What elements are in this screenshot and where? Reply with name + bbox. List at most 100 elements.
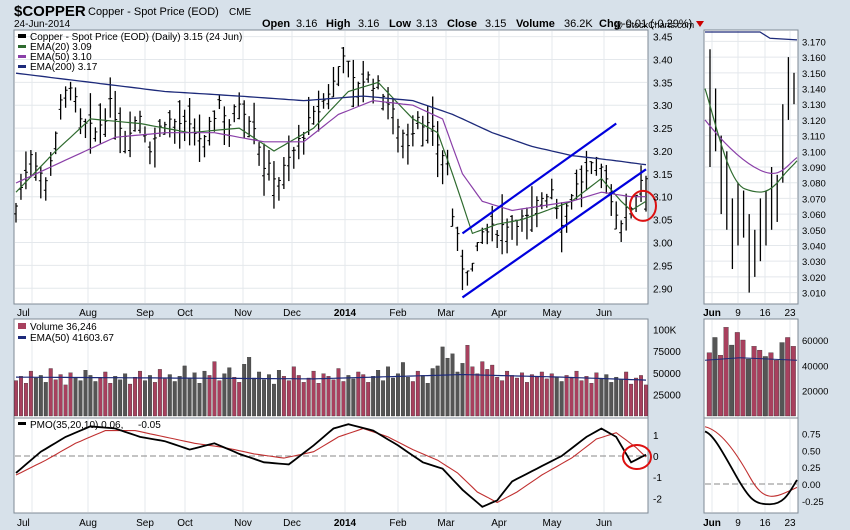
volume-bar [351,378,356,417]
volume-bar [237,382,242,417]
volume-bar [83,370,88,417]
zoom-volume-y-tick: 40000 [802,361,828,372]
x-tick-label: Feb [389,308,407,319]
chg-value: -0.01 (-0.29%) [622,18,692,30]
zoom-x-tick: Jun [703,518,721,529]
zoom-volume-bar [768,352,774,417]
volume-bar [152,382,157,417]
price-y-tick: 3.10 [653,193,673,204]
volume-bar [197,383,202,417]
volume-bar [534,376,539,417]
volume-bar [192,372,197,417]
zoom-y-tick: 3.020 [802,273,826,284]
zoom-y-tick: 3.050 [802,226,826,237]
zoom-x-tick: 16 [759,518,771,529]
zoom-volume-bar [757,349,763,417]
zoom-volume-bar [740,339,746,417]
volume-bar [306,377,311,417]
volume-bar [515,377,519,417]
volume-bar [346,375,351,417]
volume-bar [415,370,420,417]
volume-bar [639,375,643,417]
zoom-pmo-y-tick: -0.25 [802,497,824,508]
legend-volume-ema: EMA(50) 41603.67 [30,333,114,344]
volume-bar [559,381,564,417]
volume-bar [157,369,162,417]
volume-bar [167,374,172,417]
volume-bar [222,373,227,417]
volume-bar [88,375,93,417]
zoom-x-tick: 9 [735,308,741,319]
zoom-y-tick: 3.140 [802,85,826,96]
open-label: Open [262,18,290,30]
price-y-tick: 3.30 [653,101,673,112]
volume-bar [440,346,445,417]
price-y-tick: 2.95 [653,261,673,272]
volume-bar [475,373,480,417]
zoom-volume-bar [746,358,751,417]
volume-bar [624,371,629,417]
zoom-y-tick: 3.080 [802,179,826,190]
volume-bar [629,383,634,417]
price-legend-swatch [18,34,26,38]
zoom-volume-bar [790,346,796,417]
volume-y-tick: 100K [653,326,677,337]
volume-bar [410,381,415,417]
volume-bar [272,383,276,417]
volume-bar [520,372,524,417]
price-y-tick: 3.25 [653,124,673,135]
volume-bar [286,380,291,417]
volume-bar [311,370,316,417]
volume-bar [564,375,569,417]
volume-bar [524,382,529,417]
zoom-y-tick: 3.150 [802,69,826,80]
x-tick-label: Dec [283,308,301,319]
volume-bar [614,376,619,417]
legend-price: Copper - Spot Price (EOD) (Daily) 3.15 (… [30,32,242,43]
volume-bar [450,353,455,417]
price-y-tick: 2.90 [653,284,673,295]
ema20-legend-swatch [18,45,26,48]
zoom-pmo-signal-line [704,426,798,497]
x-tick-label: Jun [596,518,612,529]
volume-bar [33,377,38,417]
volume-bar [569,377,574,417]
volume-bar [574,370,579,417]
x-tick-label: Sep [136,518,154,529]
volume-bar [98,377,103,417]
exchange-label: CME [229,7,252,18]
volume-bar [505,370,510,417]
volume-bar [361,374,366,417]
instrument-name: Copper - Spot Price (EOD) [88,6,219,18]
volume-bar [539,371,544,417]
volume-bar [187,377,192,417]
volume-bar [549,373,554,417]
volume-bar [356,371,361,417]
x-tick-label: 2014 [334,518,357,529]
volume-bar [425,383,430,417]
volume-bar [217,380,222,417]
price-y-tick: 3.05 [653,216,673,227]
channel-lower-line [461,168,647,299]
volume-bar [296,375,301,417]
volume-bar [316,383,321,417]
zoom-volume-bar [751,346,757,417]
volume-bar [162,378,167,417]
price-legend: Copper - Spot Price (EOD) (Daily) 3.15 (… [18,32,242,73]
pmo-line [15,423,647,508]
volume-bar [405,376,410,417]
volume-bar [331,379,336,417]
close-value: 3.15 [485,18,506,30]
ema200-line [15,72,647,166]
volume-legend: Volume 36,246 EMA(50) 41603.67 [18,322,114,344]
zoom-price-plot [704,31,798,293]
volume-bar [68,372,73,417]
volume-ema-line [15,373,647,381]
ema20-line [15,81,647,235]
volume-bar [396,373,400,417]
watermark: @ StockCharts.com [614,20,694,30]
volume-ema-legend-swatch [18,336,26,339]
volume-bar [485,369,490,417]
volume-bar [391,377,395,417]
zoom-volume-bar [706,352,712,417]
